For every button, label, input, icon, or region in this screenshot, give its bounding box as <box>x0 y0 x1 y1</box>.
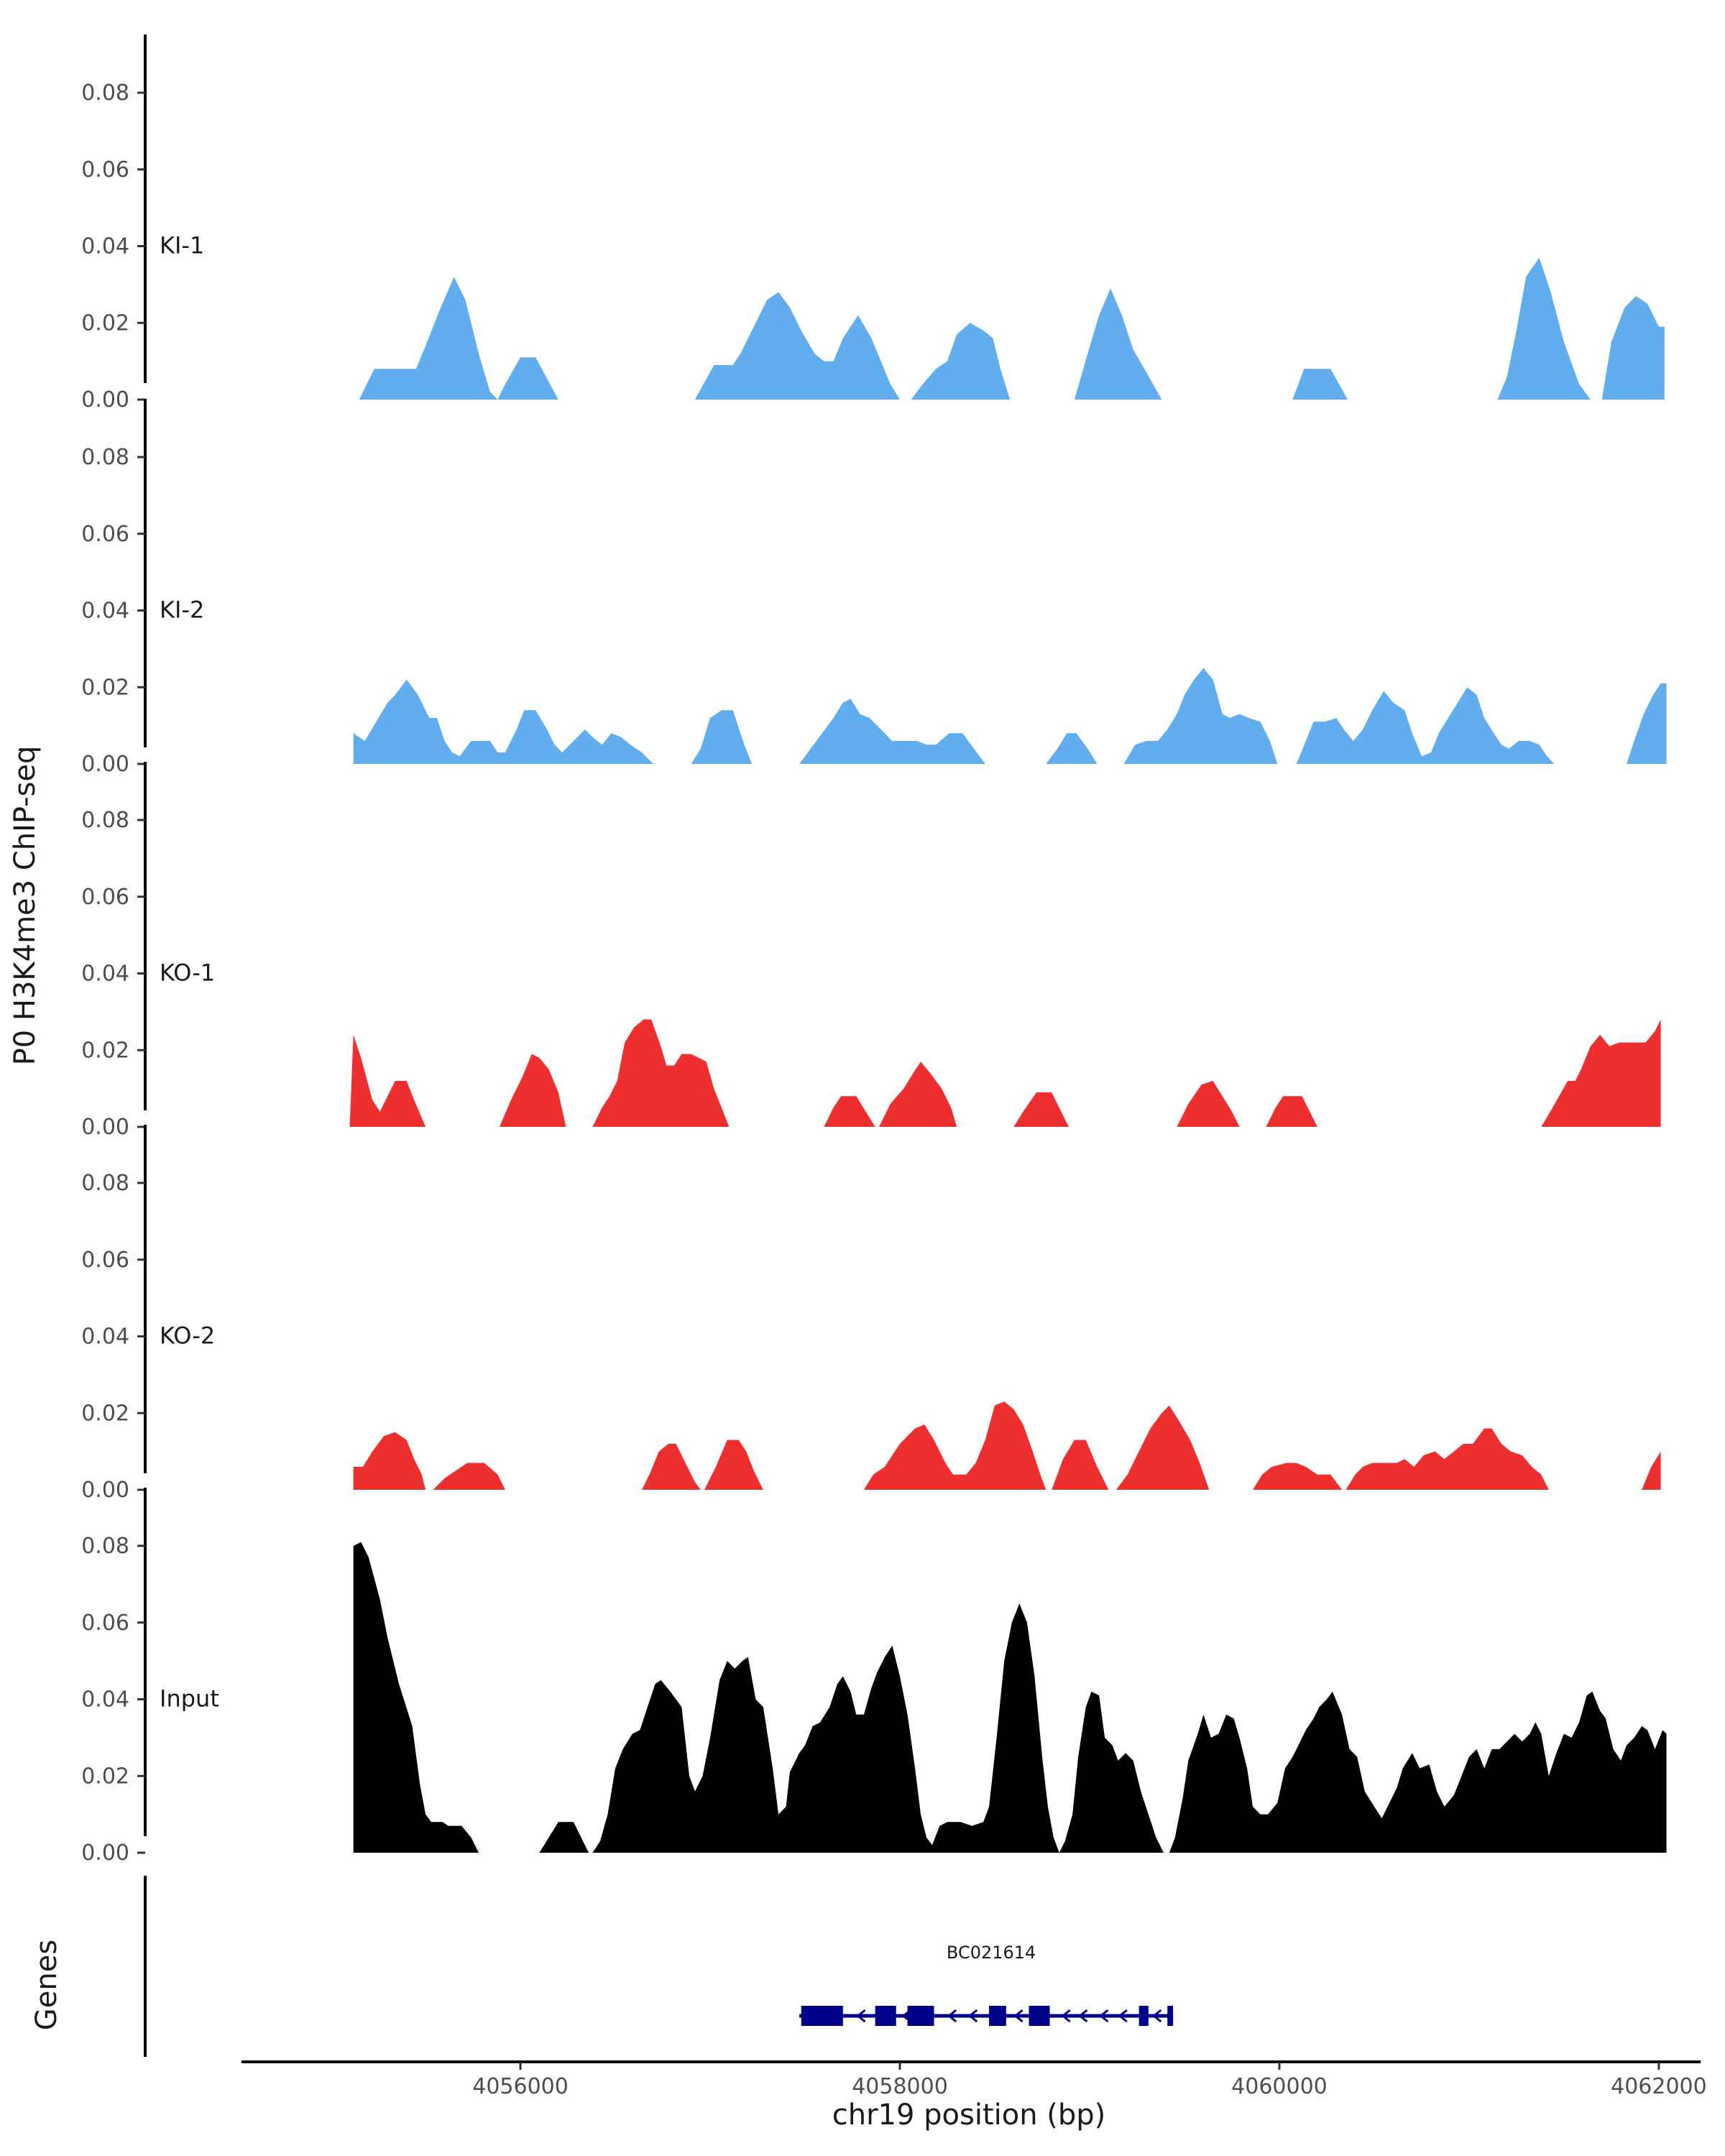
track-label-ki-1: KI-1 <box>160 232 204 259</box>
y-tick-label-ko-2-0-08: 0.08 <box>81 1171 129 1196</box>
y-tick-label-ki-2-0-04: 0.04 <box>81 599 129 624</box>
gene-exon-5 <box>1029 2006 1050 2026</box>
strand-arrow-2 <box>901 2009 911 2023</box>
x-axis-title: chr19 position (bp) <box>832 2099 1106 2132</box>
y-tick-label-ko-1-0-06: 0.06 <box>81 885 129 910</box>
y-tick-label-input-0-06: 0.06 <box>81 1611 129 1636</box>
y-tick-label-ko-1-0-00: 0.00 <box>81 1115 129 1140</box>
gene-exon-3 <box>907 2006 934 2026</box>
y-tick-label-ko-2-0-00: 0.00 <box>81 1478 129 1503</box>
gene-exon-1 <box>801 2006 843 2026</box>
gene-exon-4 <box>989 2006 1006 2026</box>
y-tick-label-ki-1-0-04: 0.04 <box>81 234 129 259</box>
track-label-ki-2: KI-2 <box>160 596 204 624</box>
y-tick-label-ko-1-0-02: 0.02 <box>81 1038 129 1063</box>
track-label-ko-1: KO-1 <box>160 959 215 987</box>
signal-area-input <box>353 1542 1667 1853</box>
y-tick-label-ko-2-0-06: 0.06 <box>81 1248 129 1273</box>
track-ki-2: 0.00 0.02 0.04 0.06 0.08 KI-2 <box>81 399 1667 777</box>
y-tick-label-input-0-00: 0.00 <box>81 1841 129 1866</box>
y-tick-label-ki-1-0-00: 0.00 <box>81 387 129 413</box>
x-tick-label-4062000: 4062000 <box>1611 2074 1707 2099</box>
track-label-ko-2: KO-2 <box>160 1322 215 1350</box>
y-tick-label-ko-2-0-04: 0.04 <box>81 1325 129 1350</box>
gene-track-title: Genes <box>30 1940 63 2030</box>
y-axis-title: P0 H3K4me3 ChIP-seq <box>9 746 42 1066</box>
y-tick-label-ki-1-0-08: 0.08 <box>81 80 129 106</box>
track-ko-1: 0.00 0.02 0.04 0.06 0.08 KO-1 <box>81 762 1661 1140</box>
strand-arrow-3 <box>947 2009 957 2023</box>
strand-arrow-6 <box>1061 2009 1071 2023</box>
track-ko-2: 0.00 0.02 0.04 0.06 0.08 KO-2 <box>81 1125 1661 1503</box>
strand-arrow-1 <box>856 2009 866 2023</box>
signal-area-ko-2 <box>353 1401 1661 1490</box>
strand-arrow-7 <box>1078 2009 1088 2023</box>
y-tick-label-ko-1-0-04: 0.04 <box>81 962 129 987</box>
x-axis: 4056000 4058000 4060000 4062000 <box>242 2060 1707 2099</box>
track-label-input: Input <box>160 1685 219 1713</box>
strand-arrow-9 <box>1118 2009 1128 2023</box>
x-tick-label-4058000: 4058000 <box>852 2074 948 2099</box>
y-tick-label-ki-1-0-06: 0.06 <box>81 157 129 183</box>
strand-arrow-5 <box>1013 2009 1024 2023</box>
signal-tracks: 0.00 0.02 0.04 0.06 0.08 KI-1 0.00 0.02 0.04 0.06… <box>81 34 1667 1866</box>
x-tick-label-4056000: 4056000 <box>472 2074 569 2099</box>
strand-arrow-4 <box>967 2009 978 2023</box>
strand-arrow-10 <box>1151 2009 1162 2023</box>
y-tick-label-ko-1-0-08: 0.08 <box>81 808 129 833</box>
track-ki-1: 0.00 0.02 0.04 0.06 0.08 KI-1 <box>81 34 1665 413</box>
gene-exon-6 <box>1138 2006 1149 2026</box>
signal-area-ki-1 <box>359 257 1665 400</box>
gene-name-label: BC021614 <box>947 1943 1036 1963</box>
gene-exon-7 <box>1167 2006 1174 2026</box>
strand-arrow-8 <box>1099 2009 1109 2023</box>
y-tick-label-ko-2-0-02: 0.02 <box>81 1401 129 1426</box>
y-tick-label-ki-2-0-06: 0.06 <box>81 522 129 547</box>
signal-area-ko-1 <box>349 1019 1661 1127</box>
y-tick-label-ki-1-0-02: 0.02 <box>81 310 129 336</box>
gene-track-panel: Genes BC021614 <box>30 1876 1174 2057</box>
y-tick-label-ki-2-0-08: 0.08 <box>81 445 129 470</box>
x-tick-label-4060000: 4060000 <box>1231 2074 1328 2099</box>
y-tick-label-input-0-02: 0.02 <box>81 1764 129 1789</box>
y-tick-label-ki-2-0-00: 0.00 <box>81 752 129 777</box>
y-tick-label-input-0-04: 0.04 <box>81 1687 129 1713</box>
y-tick-label-input-0-08: 0.08 <box>81 1534 129 1559</box>
signal-area-ki-2 <box>353 668 1667 764</box>
y-tick-label-ki-2-0-02: 0.02 <box>81 675 129 700</box>
track-input: 0.00 0.02 0.04 0.06 0.08 Input <box>81 1488 1667 1866</box>
gene-exon-2 <box>875 2006 896 2026</box>
